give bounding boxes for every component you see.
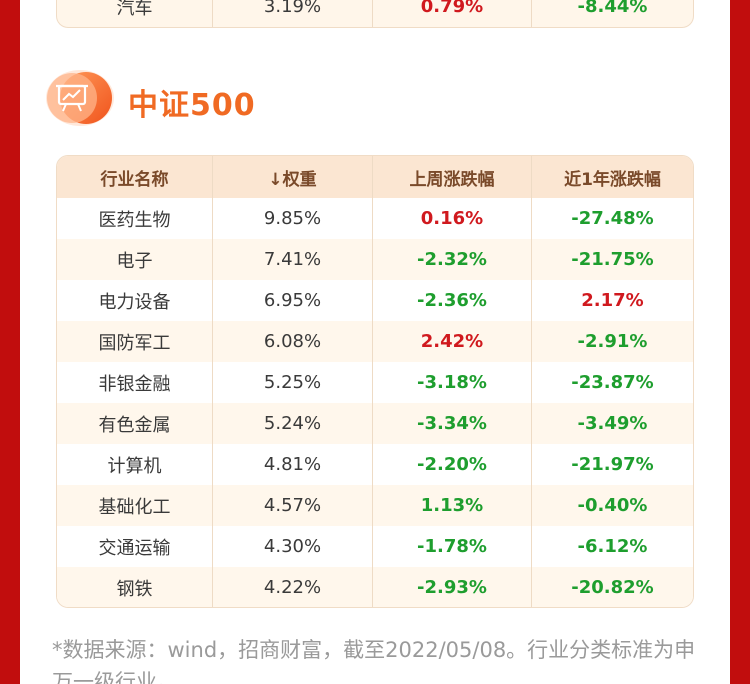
- industry-cell: 电力设备: [57, 280, 213, 321]
- header-year-change: 近1年涨跌幅: [564, 169, 661, 190]
- industry-cell: 有色金属: [57, 403, 213, 444]
- previous-table: 汽车 3.19% 0.79% -8.44%: [56, 0, 694, 28]
- table-row: 国防军工 6.08% 2.42% -2.91%: [57, 321, 693, 362]
- industry-cell: 国防军工: [57, 321, 213, 362]
- week-change-cell: -2.93%: [373, 567, 532, 607]
- table-header-row: 行业名称 ↓权重 上周涨跌幅 近1年涨跌幅: [57, 156, 693, 198]
- week-change-cell: -2.36%: [373, 280, 532, 321]
- table-row: 基础化工 4.57% 1.13% -0.40%: [57, 485, 693, 526]
- header-industry: 行业名称: [57, 156, 213, 198]
- weight-cell: 4.22%: [213, 567, 373, 607]
- week-change-cell: -3.18%: [373, 362, 532, 403]
- industry-cell: 非银金融: [57, 362, 213, 403]
- industry-weight-table: 行业名称 ↓权重 上周涨跌幅 近1年涨跌幅 医药生物 9.85% 0.16% -27.…: [56, 155, 694, 608]
- year-change-cell: -0.40%: [577, 495, 648, 516]
- year-change-cell: 2.17%: [581, 290, 644, 311]
- year-change-cell: -8.44%: [577, 0, 648, 17]
- weight-cell: 4.30%: [213, 526, 373, 567]
- table-row: 交通运输 4.30% -1.78% -6.12%: [57, 526, 693, 567]
- weight-cell: 6.95%: [213, 280, 373, 321]
- industry-cell: 钢铁: [57, 567, 213, 607]
- industry-cell: 电子: [57, 239, 213, 280]
- table-row: 电子 7.41% -2.32% -21.75%: [57, 239, 693, 280]
- table-row: 钢铁 4.22% -2.93% -20.82%: [57, 567, 693, 607]
- table-row: 电力设备 6.95% -2.36% 2.17%: [57, 280, 693, 321]
- week-change-cell: 1.13%: [373, 485, 532, 526]
- week-change-cell: 0.16%: [373, 198, 532, 239]
- table-row: 医药生物 9.85% 0.16% -27.48%: [57, 198, 693, 239]
- table-row: 非银金融 5.25% -3.18% -23.87%: [57, 362, 693, 403]
- section-title: 中证500: [128, 88, 256, 123]
- weight-cell: 5.25%: [213, 362, 373, 403]
- header-week-change: 上周涨跌幅: [373, 156, 532, 198]
- industry-cell: 基础化工: [57, 485, 213, 526]
- week-change-cell: 0.79%: [373, 0, 532, 27]
- table-row: 计算机 4.81% -2.20% -21.97%: [57, 444, 693, 485]
- week-change-cell: -1.78%: [373, 526, 532, 567]
- year-change-cell: -21.97%: [571, 454, 654, 475]
- year-change-cell: -21.75%: [571, 249, 654, 270]
- week-change-cell: -2.32%: [373, 239, 532, 280]
- table-row: 汽车 3.19% 0.79% -8.44%: [57, 0, 693, 27]
- weight-cell: 4.57%: [213, 485, 373, 526]
- presentation-chart-icon: [42, 69, 114, 127]
- industry-cell: 计算机: [57, 444, 213, 485]
- weight-cell: 9.85%: [213, 198, 373, 239]
- weight-cell: 6.08%: [213, 321, 373, 362]
- week-change-cell: -2.20%: [373, 444, 532, 485]
- weight-cell: 3.19%: [213, 0, 373, 27]
- year-change-cell: -27.48%: [571, 208, 654, 229]
- industry-cell: 医药生物: [57, 198, 213, 239]
- weight-cell: 4.81%: [213, 444, 373, 485]
- table-body: 医药生物 9.85% 0.16% -27.48% 电子 7.41% -2.32% -21.75…: [57, 198, 693, 607]
- weight-cell: 7.41%: [213, 239, 373, 280]
- data-source-footnote: *数据来源：wind，招商财富，截至2022/05/08。行业分类标准为申万一级…: [52, 638, 696, 684]
- industry-cell: 汽车: [57, 0, 213, 27]
- header-weight-sortable[interactable]: ↓权重: [213, 156, 373, 198]
- week-change-cell: 2.42%: [373, 321, 532, 362]
- year-change-cell: -6.12%: [577, 536, 648, 557]
- content-card: 汽车 3.19% 0.79% -8.44%: [20, 0, 730, 684]
- table-row: 有色金属 5.24% -3.34% -3.49%: [57, 403, 693, 444]
- week-change-cell: -3.34%: [373, 403, 532, 444]
- year-change-cell: -2.91%: [577, 331, 648, 352]
- weight-cell: 5.24%: [213, 403, 373, 444]
- year-change-cell: -3.49%: [577, 413, 648, 434]
- year-change-cell: -23.87%: [571, 372, 654, 393]
- industry-cell: 交通运输: [57, 526, 213, 567]
- year-change-cell: -20.82%: [571, 577, 654, 598]
